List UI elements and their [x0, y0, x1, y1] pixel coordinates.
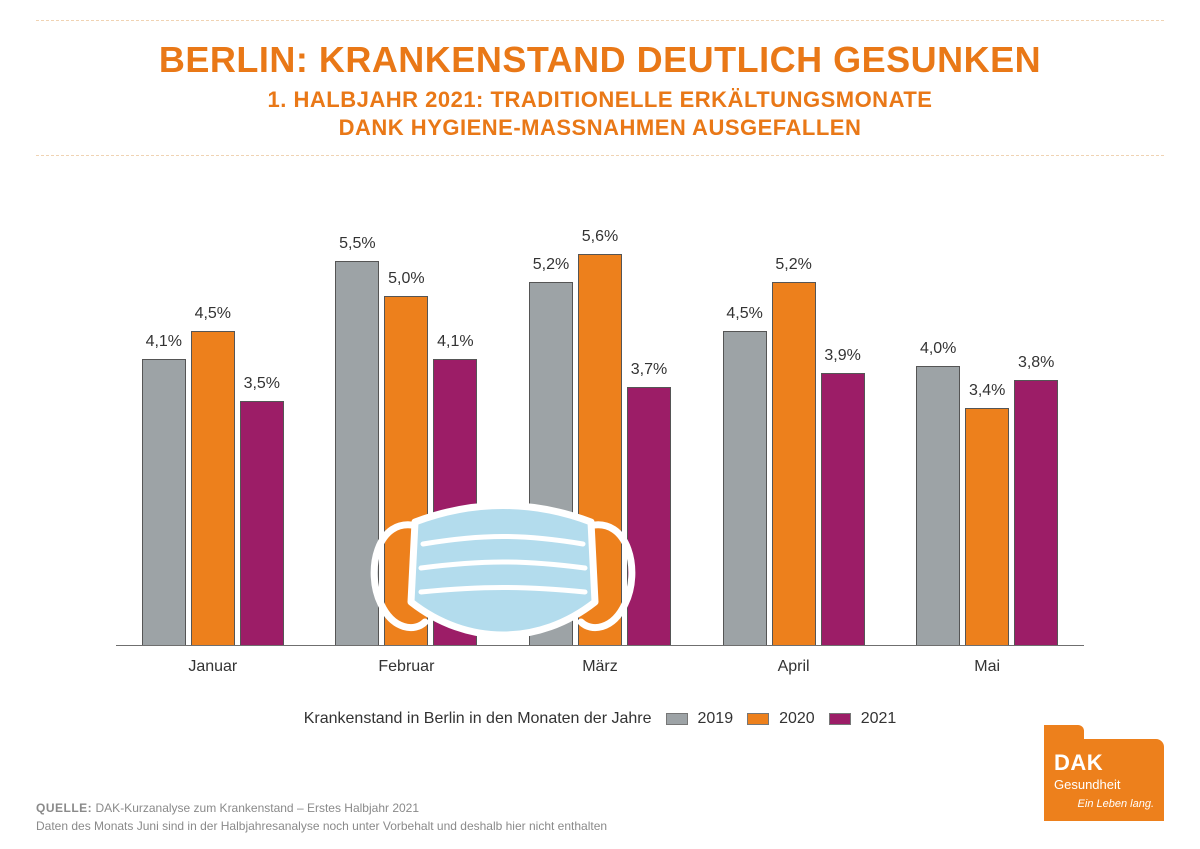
legend: Krankenstand in Berlin in den Monaten de… — [36, 710, 1164, 728]
bar-value-label: 3,8% — [1014, 354, 1058, 372]
bar: 4,5% — [723, 331, 767, 646]
bar-group: 4,5%5,2%3,9%April — [723, 282, 865, 646]
bar: 4,5% — [191, 331, 235, 646]
bar: 5,0% — [384, 296, 428, 646]
legend-swatch — [666, 713, 688, 725]
bar: 5,2% — [529, 282, 573, 646]
bar: 4,1% — [433, 359, 477, 646]
bar-group: 4,0%3,4%3,8%Mai — [916, 366, 1058, 646]
legend-prefix: Krankenstand in Berlin in den Monaten de… — [304, 710, 652, 728]
bar-value-label: 4,5% — [191, 305, 235, 323]
source-block: QUELLE: DAK-Kurzanalyse zum Krankenstand… — [36, 799, 607, 835]
source-note: Daten des Monats Juni sind in der Halbja… — [36, 819, 607, 833]
category-label: April — [723, 658, 865, 676]
bar-value-label: 3,7% — [627, 361, 671, 379]
logo-tag: Ein Leben lang. — [1054, 798, 1154, 810]
bar-value-label: 3,4% — [965, 382, 1009, 400]
category-label: Januar — [142, 658, 284, 676]
category-label: März — [529, 658, 671, 676]
bar-group: 5,2%5,6%3,7%März — [529, 254, 671, 646]
source-text: DAK-Kurzanalyse zum Krankenstand – Erste… — [96, 801, 420, 815]
logo-sub: Gesundheit — [1054, 777, 1154, 792]
bar: 3,7% — [627, 387, 671, 646]
bar: 4,0% — [916, 366, 960, 646]
bar-value-label: 5,5% — [335, 235, 379, 253]
bar-value-label: 5,0% — [384, 270, 428, 288]
legend-swatch — [829, 713, 851, 725]
rule-top — [36, 20, 1164, 21]
legend-label: 2020 — [779, 710, 815, 728]
bar-groups: 4,1%4,5%3,5%Januar 5,5%5,0%4,1%Februar 5,2… — [116, 226, 1084, 646]
legend-item: 2021 — [829, 710, 897, 728]
logo-brand: DAK — [1054, 752, 1154, 774]
category-label: Mai — [916, 658, 1058, 676]
bar-value-label: 3,5% — [240, 375, 284, 393]
bar-value-label: 4,1% — [142, 333, 186, 351]
legend-label: 2019 — [698, 710, 734, 728]
bar-value-label: 5,2% — [772, 256, 816, 274]
source-label: QUELLE: — [36, 801, 92, 815]
bar-value-label: 4,0% — [916, 340, 960, 358]
bar-group: 5,5%5,0%4,1%Februar — [335, 261, 477, 646]
bar: 3,5% — [240, 401, 284, 646]
legend-label: 2021 — [861, 710, 897, 728]
brand-logo: DAK Gesundheit Ein Leben lang. — [1044, 725, 1164, 821]
rule-bottom — [36, 155, 1164, 156]
bar-group: 4,1%4,5%3,5%Januar — [142, 331, 284, 646]
chart: 4,1%4,5%3,5%Januar5,5%5,0%4,1%Februar5,2… — [36, 186, 1164, 706]
header-block: BERLIN: KRANKENSTAND DEUTLICH GESUNKEN 1… — [36, 39, 1164, 141]
page-subtitle-2: DANK HYGIENE-MASSNAHMEN AUSGEFALLEN — [36, 115, 1164, 141]
bar-value-label: 5,6% — [578, 228, 622, 246]
bar-value-label: 4,1% — [433, 333, 477, 351]
bar: 3,8% — [1014, 380, 1058, 646]
legend-item: 2019 — [666, 710, 734, 728]
page-title: BERLIN: KRANKENSTAND DEUTLICH GESUNKEN — [36, 39, 1164, 81]
bar-value-label: 4,5% — [723, 305, 767, 323]
page-subtitle-1: 1. HALBJAHR 2021: TRADITIONELLE ERKÄLTUN… — [36, 87, 1164, 113]
legend-item: 2020 — [747, 710, 815, 728]
plot-area: 4,1%4,5%3,5%Januar 5,5%5,0%4,1%Februar 5,2… — [116, 226, 1084, 646]
bar-value-label: 3,9% — [821, 347, 865, 365]
bar: 3,4% — [965, 408, 1009, 646]
bar-value-label: 5,2% — [529, 256, 573, 274]
category-label: Februar — [335, 658, 477, 676]
bar: 5,6% — [578, 254, 622, 646]
axis-baseline — [116, 645, 1084, 646]
legend-swatch — [747, 713, 769, 725]
bar: 5,5% — [335, 261, 379, 646]
bar: 5,2% — [772, 282, 816, 646]
bar: 4,1% — [142, 359, 186, 646]
page: BERLIN: KRANKENSTAND DEUTLICH GESUNKEN 1… — [0, 0, 1200, 849]
bar: 3,9% — [821, 373, 865, 646]
